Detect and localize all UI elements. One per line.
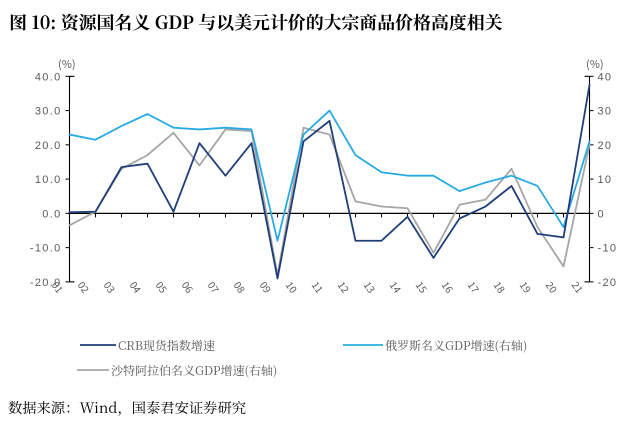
svg-text:10: 10 <box>598 174 613 186</box>
svg-text:10.0: 10.0 <box>35 174 62 186</box>
svg-text:0.0: 0.0 <box>42 208 61 220</box>
svg-text:40.0: 40.0 <box>35 71 62 83</box>
svg-text:-20: -20 <box>598 277 618 289</box>
svg-text:30.0: 30.0 <box>35 106 62 118</box>
svg-text:-10: -10 <box>598 243 618 255</box>
svg-text:40: 40 <box>598 71 613 83</box>
svg-text:30: 30 <box>598 106 613 118</box>
svg-text:-10.0: -10.0 <box>30 243 62 255</box>
svg-text:0: 0 <box>598 208 605 220</box>
svg-text:20: 20 <box>598 140 613 152</box>
svg-text:20.0: 20.0 <box>35 140 62 152</box>
